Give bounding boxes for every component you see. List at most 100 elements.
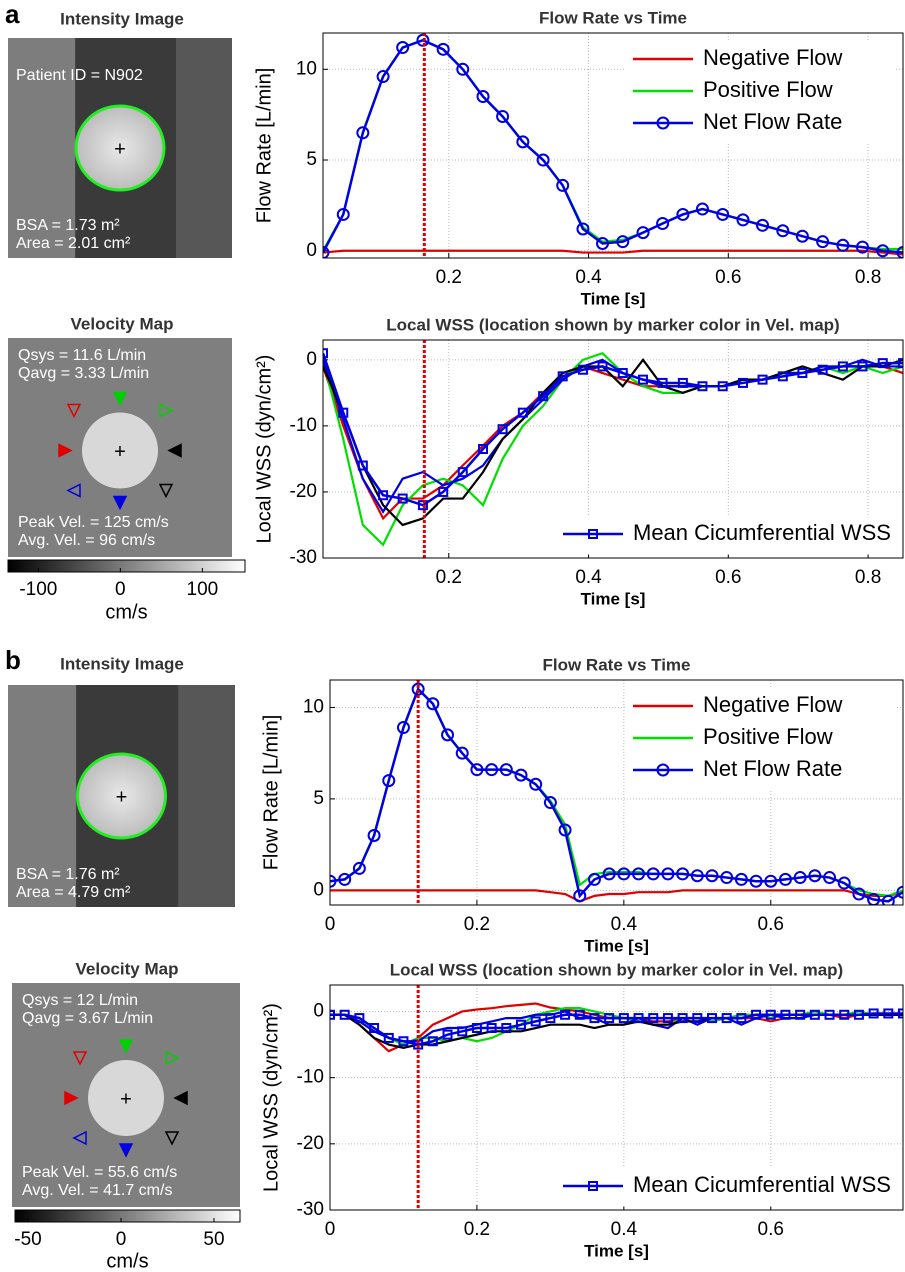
point-marker [560, 1009, 571, 1020]
vessel [74, 104, 166, 192]
axes-frame [329, 679, 904, 906]
point-marker [676, 867, 690, 881]
point-marker [808, 869, 822, 883]
point-marker [617, 867, 631, 881]
x-tick-label: 0.6 [715, 267, 741, 288]
y-tick-label: -20 [297, 1133, 324, 1154]
point-marker [589, 1013, 600, 1024]
image-annotation: Avg. Vel. = 41.7 cm/s [22, 1182, 172, 1199]
y-tick-label: -10 [297, 1067, 324, 1088]
location-marker [118, 1039, 134, 1054]
legend-label: Negative Flow [703, 692, 843, 717]
x-tick-label: 0 [325, 914, 336, 935]
image-annotation: Qavg = 3.67 L/min [22, 1010, 153, 1027]
point-marker [898, 1008, 903, 1019]
point-marker [638, 374, 649, 385]
point-marker [323, 348, 328, 359]
point-marker [338, 407, 349, 418]
y-tick-label: -10 [290, 415, 317, 436]
x-tick-label: 0.4 [611, 1219, 638, 1240]
image-annotation: Qsys = 11.6 L/min [18, 347, 146, 364]
y-axis-label: Flow Rate [L/min] [253, 68, 275, 224]
point-marker [690, 869, 704, 883]
series-line [330, 1012, 903, 1046]
location-marker [66, 403, 82, 419]
point-marker [720, 871, 734, 885]
image-annotation: Qsys = 12 L/min [22, 992, 138, 1009]
point-marker [736, 213, 750, 227]
point-marker [557, 371, 568, 382]
point-marker [656, 217, 670, 231]
point-marker [795, 229, 809, 243]
y-tick-label: 0 [313, 1000, 324, 1021]
panel-label: b [5, 645, 21, 675]
y-axis-label: Flow Rate [L/min] [260, 715, 282, 871]
series-line [330, 1007, 903, 1046]
point-marker [816, 235, 830, 249]
point-marker [662, 1013, 673, 1024]
legend-label: Negative Flow [703, 45, 843, 70]
point-marker [457, 1026, 468, 1037]
point-marker [576, 222, 590, 236]
point-marker [438, 486, 449, 497]
image-texture [178, 685, 235, 907]
point-marker [536, 153, 550, 167]
plot-content [323, 33, 903, 258]
point-marker [707, 1013, 717, 1024]
legend-label: Mean Cicumferential WSS [633, 1172, 891, 1197]
legend-marker [656, 116, 670, 130]
point-marker [836, 238, 850, 252]
point-marker [411, 682, 425, 696]
point-marker [604, 1013, 615, 1024]
image-title: Intensity Image [60, 9, 184, 28]
point-marker [558, 823, 572, 837]
chart-title: Local WSS (location shown by marker colo… [386, 315, 839, 334]
point-marker [330, 1009, 335, 1020]
point-marker [883, 1008, 894, 1019]
point-marker [530, 1016, 541, 1027]
point-marker [777, 371, 788, 382]
point-marker [478, 444, 489, 454]
axes-frame [322, 339, 904, 559]
x-tick-label: 0.6 [758, 914, 784, 935]
legend-label: Net Flow Rate [703, 109, 842, 134]
point-marker [442, 1029, 453, 1040]
point-marker [824, 1009, 835, 1020]
point-marker [369, 1023, 380, 1034]
point-marker [868, 1008, 879, 1019]
point-marker [677, 377, 688, 388]
point-marker [486, 1023, 497, 1034]
y-tick-label: 0 [306, 349, 317, 370]
x-tick-label: 0.4 [575, 267, 602, 288]
point-marker [577, 364, 588, 375]
point-marker [765, 1009, 776, 1020]
point-marker [721, 1013, 732, 1024]
point-marker [646, 867, 660, 881]
point-marker [596, 236, 610, 250]
location-marker [173, 1090, 188, 1106]
point-marker [538, 391, 549, 402]
colorbar-tick-label: 100 [187, 579, 219, 600]
point-marker [661, 867, 675, 881]
vessel [76, 752, 167, 840]
x-axis-label: Time [s] [581, 289, 646, 308]
y-tick-label: 10 [296, 58, 317, 79]
series-line [330, 686, 903, 903]
point-marker [776, 224, 790, 238]
point-marker [751, 1009, 762, 1020]
legend-marker [588, 1181, 598, 1191]
point-marker [705, 869, 719, 883]
point-marker [367, 828, 381, 842]
image-texture [176, 38, 232, 258]
chart-title: Flow Rate vs Time [542, 655, 690, 674]
point-marker [597, 361, 608, 372]
image-annotation: BSA = 1.73 m² [16, 217, 120, 234]
x-tick-label: 0 [325, 1219, 336, 1240]
point-marker [876, 244, 890, 258]
point-marker [877, 358, 888, 369]
vessel [88, 1060, 164, 1136]
image-texture [8, 685, 77, 907]
x-tick-label: 0.2 [464, 914, 490, 935]
point-marker [896, 885, 903, 899]
location-marker [167, 443, 182, 458]
